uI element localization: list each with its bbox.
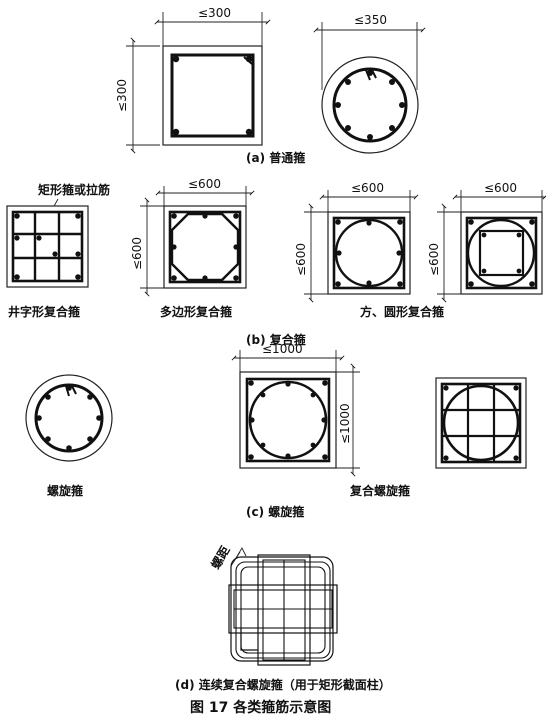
dim-b-poly-width: ≤600 — [188, 177, 221, 191]
panel-c-composite-spiral-grid: 复合螺旋箍 — [349, 377, 527, 498]
dim-c-width: ≤1000 — [262, 342, 303, 356]
panel-d-continuous-spiral: 螺距 — [208, 543, 338, 666]
panel-c-composite-spiral: ≤1000 ≤1000 — [231, 342, 360, 477]
caption-b: (b) 复合箍 — [246, 332, 306, 347]
dim-b-round2-width: ≤600 — [484, 181, 517, 195]
label-grid-composite: 井字形复合箍 — [8, 304, 80, 319]
panel-c-spiral: 螺旋箍 — [25, 374, 113, 498]
figure-title: 图 17 各类箍筋示意图 — [190, 699, 331, 716]
pitch-label: 螺距 — [208, 543, 233, 571]
label-round-composite: 方、圆形复合箍 — [360, 304, 444, 319]
stirrup-hoop — [170, 53, 255, 138]
dim-a-circle-width: ≤350 — [354, 13, 387, 27]
panel-a-circular-column: ≤350 — [313, 13, 426, 154]
dim-c-height: ≤1000 — [338, 403, 352, 444]
column-outline — [162, 45, 263, 146]
caption-d: (d) 连续复合螺旋箍（用于矩形截面柱） — [175, 677, 391, 692]
panel-b-grid-composite: 井字形复合箍 — [6, 205, 89, 319]
panel-b-polygon-composite: ≤600 ≤600 多边形复合箍 — [130, 177, 255, 319]
caption-a: (a) 普通箍 — [246, 150, 305, 165]
dim-a-square-width: ≤300 — [198, 6, 231, 20]
label-polygon-composite: 多边形复合箍 — [160, 304, 232, 319]
panel-a-square-column: ≤300 ≤300 — [115, 6, 271, 154]
caption-c: (c) 螺旋箍 — [246, 504, 304, 519]
dim-b-round2-height: ≤600 — [427, 243, 441, 276]
panel-b-round-composite-1: ≤600 ≤600 — [294, 181, 419, 303]
longitudinal-bars — [335, 70, 405, 140]
dim-b-round1-width: ≤600 — [351, 181, 384, 195]
dim-b-poly-height: ≤600 — [130, 237, 144, 270]
spiral-hoop — [332, 67, 408, 143]
dim-a-square-height: ≤300 — [115, 79, 129, 112]
label-spiral: 螺旋箍 — [47, 483, 83, 498]
panel-b-round-composite-2: ≤600 ≤600 — [427, 181, 546, 303]
callout-rect-hoop-or-tie: 矩形箍或拉筋 — [37, 182, 110, 197]
dim-b-round1-height: ≤600 — [294, 243, 308, 276]
label-composite-spiral: 复合螺旋箍 — [349, 483, 410, 498]
